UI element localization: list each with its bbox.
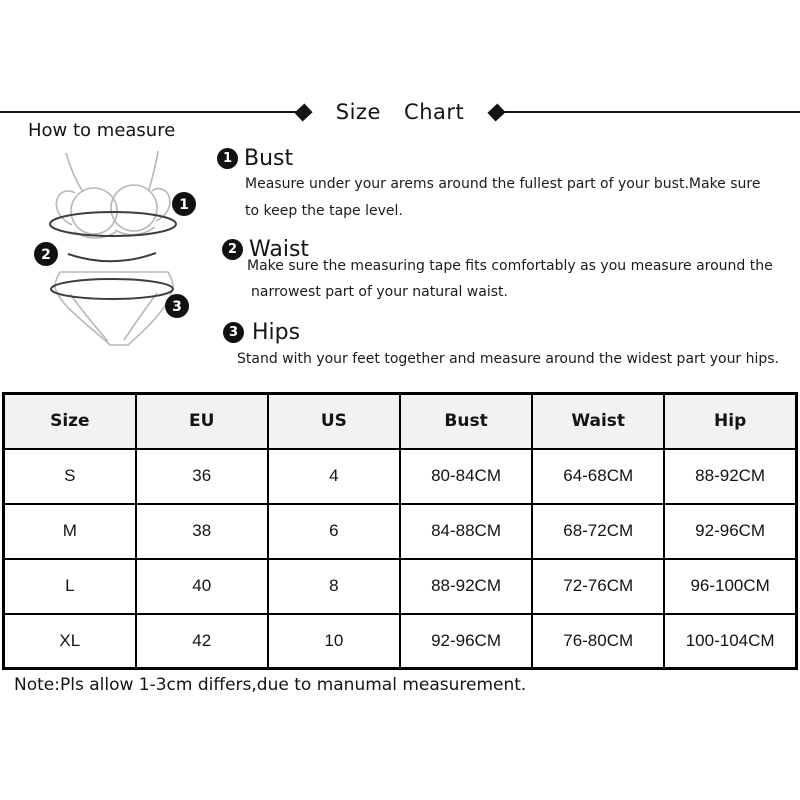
header-cell-bust: Bust [398, 392, 534, 450]
size-cell: S [2, 447, 137, 505]
description-line: Measure under your arems around the full… [245, 176, 761, 192]
size-cell: 4 [266, 447, 401, 505]
step-waist-label: Waist [249, 237, 310, 262]
header-cell-hip: Hip [663, 392, 798, 450]
step-bust-description: Measure under your arems around the full… [245, 171, 760, 225]
size-cell: 40 [134, 557, 269, 615]
page-title: Size Chart [335, 100, 465, 124]
size-cell: 76-80CM [531, 612, 666, 670]
header-cell-size: Size [2, 392, 137, 450]
description-line: to keep the tape level. [245, 203, 403, 219]
how-to-measure-heading: How to measure [28, 120, 176, 141]
size-row-m: M 38 6 84-88CM 68-72CM 92-96CM [2, 502, 798, 560]
measure-illustration: 1 2 3 [34, 150, 196, 346]
size-cell: 72-76CM [531, 557, 666, 615]
illustration-badge-hips: 3 [165, 294, 189, 318]
illustration-badge-waist: 2 [34, 242, 58, 266]
header-cell-eu: EU [134, 392, 269, 450]
diamond-icon [487, 102, 506, 122]
step-number-badge: 2 [222, 239, 243, 260]
measurement-note: Note:Pls allow 1-3cm differs,due to manu… [14, 675, 527, 695]
step-waist-description: Make sure the measuring tape fits comfor… [247, 253, 773, 305]
step-waist-heading: 2 Waist [222, 237, 309, 262]
size-cell: 84-88CM [398, 502, 534, 560]
step-number-badge: 3 [223, 322, 244, 343]
size-row-l: L 40 8 88-92CM 72-76CM 96-100CM [2, 557, 798, 615]
size-cell: 8 [266, 557, 401, 615]
size-cell: 80-84CM [398, 447, 534, 505]
size-cell: 64-68CM [531, 447, 666, 505]
step-hips-heading: 3 Hips [223, 320, 300, 345]
step-bust-heading: 1 Bust [217, 146, 293, 171]
title-rule-right [503, 111, 800, 113]
description-line: Stand with your feet together and measur… [237, 351, 780, 367]
size-cell: 100-104CM [663, 612, 798, 670]
size-cell: 88-92CM [663, 447, 798, 505]
size-cell: 10 [266, 612, 401, 670]
size-cell: XL [2, 612, 137, 670]
size-row-xl: XL 42 10 92-96CM 76-80CM 100-104CM [2, 612, 798, 670]
size-cell: 38 [134, 502, 269, 560]
size-cell: 96-100CM [663, 557, 798, 615]
title-rule-left [0, 111, 297, 113]
size-cell: L [2, 557, 137, 615]
size-cell: 88-92CM [398, 557, 534, 615]
size-cell: 6 [266, 502, 401, 560]
svg-text:3: 3 [172, 299, 182, 315]
size-cell: 92-96CM [663, 502, 798, 560]
header-cell-us: US [266, 392, 401, 450]
header-cell-waist: Waist [531, 392, 666, 450]
step-hips-label: Hips [252, 320, 301, 345]
step-number-badge: 1 [217, 148, 238, 169]
step-hips-description: Stand with your feet together and measur… [237, 346, 779, 372]
hip-tape-ellipse [50, 278, 174, 300]
bust-tape-ellipse [49, 211, 177, 237]
size-row-s: S 36 4 80-84CM 64-68CM 88-92CM [2, 447, 798, 505]
size-table: Size EU US Bust Waist Hip S 36 4 80-84CM… [2, 392, 798, 670]
svg-text:1: 1 [179, 197, 189, 213]
illustration-badge-bust: 1 [172, 192, 196, 216]
title-banner: Size Chart [0, 100, 800, 124]
size-cell: M [2, 502, 137, 560]
size-cell: 36 [134, 447, 269, 505]
step-bust-label: Bust [244, 146, 294, 171]
svg-text:2: 2 [41, 247, 51, 263]
description-line: Make sure the measuring tape fits comfor… [247, 258, 773, 274]
waist-tape-arc [67, 252, 157, 263]
size-cell: 42 [134, 612, 269, 670]
size-cell: 68-72CM [531, 502, 666, 560]
size-cell: 92-96CM [398, 612, 534, 670]
bikini-top-sketch [55, 150, 171, 239]
diamond-icon [294, 102, 313, 122]
description-line: narrowest part of your natural waist. [251, 284, 508, 300]
size-table-header-row: Size EU US Bust Waist Hip [2, 392, 798, 450]
